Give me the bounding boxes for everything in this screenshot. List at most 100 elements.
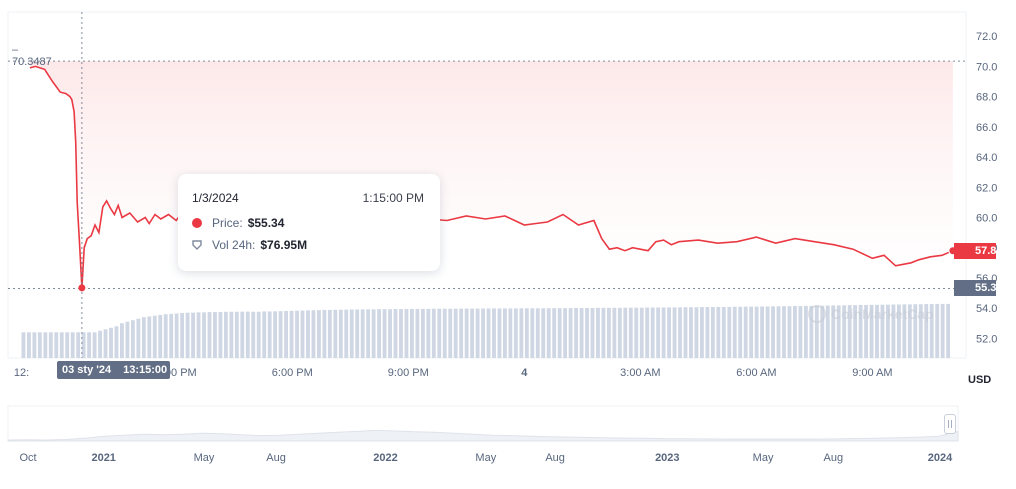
tooltip-volume-label: Vol 24h: <box>212 238 256 252</box>
volume-bar <box>21 332 26 358</box>
navigator-area <box>7 429 959 442</box>
volume-bar <box>470 308 475 358</box>
volume-bar <box>672 307 677 358</box>
tooltip-time: 1:15:00 PM <box>362 191 424 205</box>
volume-bar <box>929 304 934 358</box>
volume-bar <box>842 305 847 358</box>
volume-bar <box>464 308 469 358</box>
navigator[interactable]: Oct 2021 May Aug 2022 May Aug 2023 May Aug 2024 <box>7 405 959 464</box>
chart-tooltip: 1/3/2024 1:15:00 PM Price: $55.34 Vol 24… <box>178 174 440 271</box>
volume-bar <box>234 311 239 358</box>
tooltip-price-label: Price: <box>212 216 243 230</box>
currency-label: USD <box>968 374 992 386</box>
volume-bar <box>513 308 518 358</box>
price-level-badge: 55.3 <box>954 280 997 297</box>
volume-bar <box>202 312 206 358</box>
volume-bar <box>185 312 190 358</box>
navigator-label: 2023 <box>655 452 679 464</box>
volume-bar <box>639 307 644 358</box>
volume-bar <box>721 306 726 358</box>
x-tick-label: 9:00 PM <box>388 367 429 379</box>
volume-bar <box>92 332 97 358</box>
volume-bar <box>579 307 584 358</box>
volume-bar <box>771 306 775 358</box>
volume-bar <box>191 312 195 358</box>
volume-bar <box>152 315 157 358</box>
volume-bar <box>169 313 174 358</box>
volume-bar <box>54 332 59 358</box>
volume-bar <box>875 304 879 358</box>
volume-bar <box>130 320 135 358</box>
volume-bar <box>311 310 316 358</box>
volume-bar <box>678 307 682 358</box>
tooltip-volume-value: $76.95M <box>260 238 308 252</box>
volume-bar <box>831 305 836 358</box>
volume-bar <box>891 304 896 358</box>
volume-bar <box>853 305 858 358</box>
volume-bar <box>371 309 376 358</box>
tooltip-price-value: $55.34 <box>247 216 285 230</box>
volume-bar <box>426 308 431 358</box>
volume-bar <box>37 332 42 358</box>
coinmarketcap-logo-icon <box>808 305 826 323</box>
x-tick-label: 6:00 PM <box>272 367 313 379</box>
navigator-label: 2022 <box>373 452 397 464</box>
volume-bar <box>601 307 606 358</box>
y-tick-label: 72.0 <box>976 31 997 43</box>
crosshair-point <box>78 284 86 292</box>
volume-bar <box>793 306 797 358</box>
price-level-label: 55.3 <box>975 282 997 295</box>
volume-bar <box>448 308 453 358</box>
volume-bar <box>519 308 524 358</box>
volume-bar <box>267 311 272 358</box>
watermark: CoinMarketCap <box>808 305 934 323</box>
volume-shield-icon <box>192 240 202 250</box>
navigator-label: May <box>194 452 215 464</box>
volume-bar <box>103 329 108 358</box>
volume-bar <box>864 304 868 358</box>
volume-bar <box>404 309 409 358</box>
navigator-handle-icon[interactable] <box>944 414 956 434</box>
volume-bar <box>360 309 365 358</box>
volume-bar <box>918 304 923 358</box>
volume-bar <box>196 312 201 358</box>
y-tick-label: 68.0 <box>976 92 997 104</box>
volume-bar <box>399 309 403 358</box>
volume-bar <box>393 309 398 358</box>
volume-bar <box>946 303 951 358</box>
volume-bar <box>820 305 825 358</box>
volume-bar <box>273 311 278 358</box>
volume-bar <box>787 306 792 358</box>
volume-bar <box>683 307 688 358</box>
x-tick-label: 12: <box>14 367 29 379</box>
volume-bar <box>907 304 912 358</box>
x-tick-label: 4 <box>521 367 528 379</box>
volume-bar <box>65 332 70 358</box>
volume-bar <box>935 303 940 358</box>
volume-bar <box>70 332 75 358</box>
volume-bar <box>524 308 529 358</box>
volume-bar <box>59 332 64 358</box>
volume-bar <box>760 306 765 358</box>
volume-bar <box>606 307 611 358</box>
volume-bar <box>158 314 163 358</box>
volume-bar <box>349 309 354 358</box>
volume-bar <box>590 307 595 358</box>
volume-bar <box>546 308 551 358</box>
volume-bar <box>738 306 743 358</box>
volume-bar <box>251 311 256 358</box>
volume-bar <box>880 304 885 358</box>
volume-bar <box>541 308 546 358</box>
volume-bar <box>388 309 392 358</box>
volume-bar <box>306 310 310 358</box>
navigator-label: Aug <box>266 452 286 464</box>
volume-bar <box>847 305 852 358</box>
volume-bar <box>803 305 808 358</box>
volume-bar <box>557 308 562 358</box>
volume-bar <box>256 311 261 358</box>
volume-bar <box>163 314 168 358</box>
volume-bar <box>147 316 152 358</box>
volume-bar <box>207 312 212 358</box>
volume-bar <box>902 304 907 358</box>
